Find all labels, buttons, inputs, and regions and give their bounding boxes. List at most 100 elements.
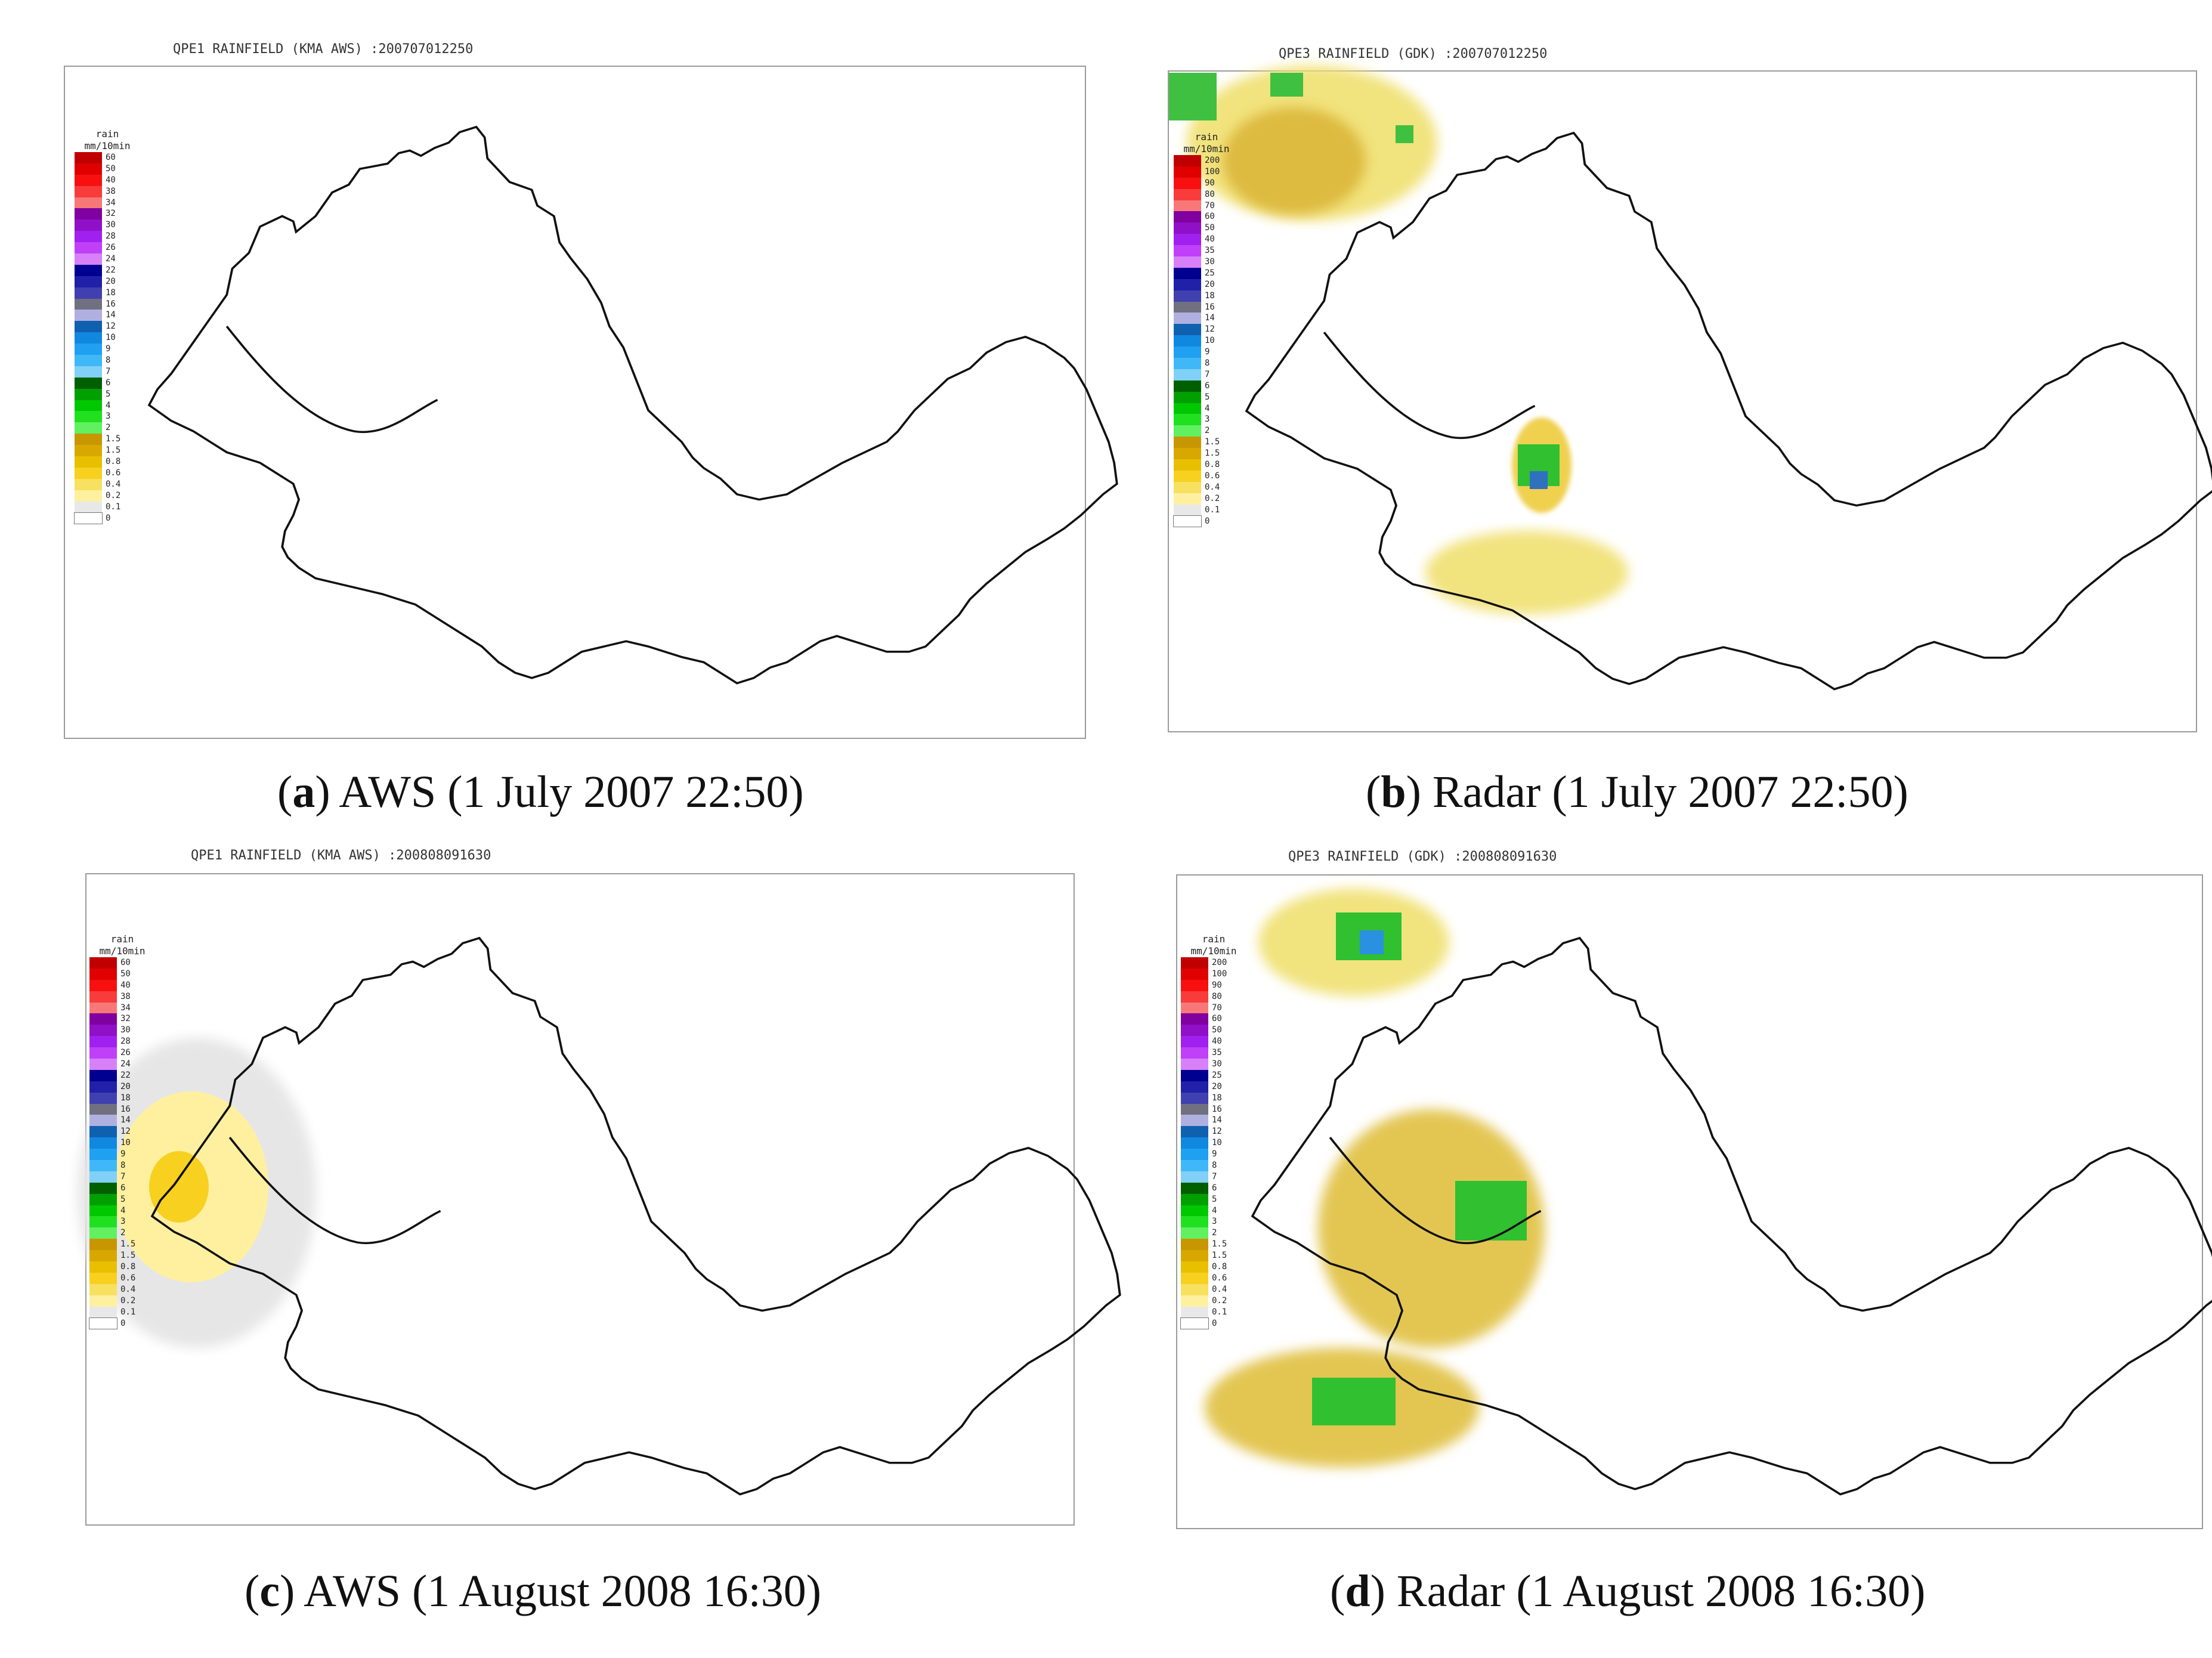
legend-label: 50 [120,969,131,979]
legend-label: 0.2 [120,1295,136,1306]
legend-label: 5 [120,1194,126,1204]
legend-row: 80 [1181,991,1246,1003]
panel-b-boundary [1245,131,2212,691]
legend-row: 6 [89,1182,155,1194]
legend-label: 80 [1205,189,1215,199]
legend-row: 8 [1174,358,1239,369]
legend-rows: 200 100 90 80 70 60 50 40 35 30 25 20 18 16 14 12 10 9 8 7 6… [1180,957,1246,1330]
legend-swatch [89,1295,117,1307]
legend-row: 4 [1181,1205,1246,1217]
legend-row: 9 [75,344,140,355]
legend-swatch [1174,347,1201,358]
legend-swatch [89,1306,117,1318]
legend-row: 7 [75,366,140,378]
legend-row: 40 [89,979,155,991]
legend-swatch [1181,991,1208,1003]
legend-swatch [1181,1069,1208,1081]
legend-row: 1.5 [1174,448,1239,460]
legend-label: 12 [1212,1127,1222,1137]
legend-label: 38 [106,186,116,196]
legend-swatch [89,1115,117,1127]
legend-title-line2: mm/10min [1190,945,1237,957]
legend-swatch [1180,1317,1209,1330]
legend-swatch [1181,1126,1208,1138]
legend-row: 14 [75,310,140,321]
legend-row: 12 [1181,1126,1246,1138]
legend-row: 14 [1181,1115,1246,1127]
legend-swatch [1181,1306,1208,1318]
legend-swatch [1181,957,1208,969]
legend-swatch [75,185,102,197]
legend-row: 0.4 [1174,481,1239,493]
legend-label: 0.6 [120,1273,136,1283]
legend-label: 24 [106,254,116,264]
panel-a-header: QPE1 RAINFIELD (KMA AWS) :200707012250 [173,42,474,57]
legend-label: 2 [1205,426,1210,436]
panel-d-header: QPE3 RAINFIELD (GDK) :200808091630 [1288,849,1557,864]
legend-swatch [1174,380,1201,392]
legend-label: 1.5 [1212,1251,1227,1261]
legend-row: 9 [89,1149,155,1161]
legend-swatch [75,310,102,321]
legend-row: 18 [89,1092,155,1104]
legend-label: 70 [1212,1003,1222,1013]
legend-label: 16 [1205,302,1215,312]
legend-label: 22 [120,1070,131,1080]
legend-label: 50 [106,163,116,174]
legend-swatch [75,445,102,457]
legend-label: 0.2 [106,490,121,500]
legend-row: 4 [75,400,140,412]
legend-label: 100 [1205,166,1220,177]
legend-label: 6 [1212,1183,1217,1193]
legend-swatch [75,456,102,468]
legend-title-line2: mm/10min [99,945,146,957]
legend-label: 10 [1212,1138,1222,1148]
legend-row: 50 [1174,222,1239,234]
legend-label: 200 [1212,958,1227,967]
legend-swatch [1174,166,1201,178]
legend-row: 0.2 [75,490,140,502]
legend-label: 16 [120,1104,131,1114]
legend-label: 4 [1212,1205,1217,1215]
panel-c-header: QPE1 RAINFIELD (KMA AWS) :200808091630 [191,848,491,863]
legend-row: 16 [1174,301,1239,313]
legend-swatch [89,1081,117,1093]
legend-swatch [75,344,102,355]
panel-d-legend: rain mm/10min 200 100 90 80 70 60 50 40 35 30 25 20… [1180,933,1246,1330]
legend-swatch [75,242,102,254]
legend-swatch [1174,188,1201,200]
legend-title-line2: mm/10min [84,140,131,151]
legend-label: 14 [106,310,116,320]
legend-label: 0.4 [120,1284,136,1294]
legend-row: 32 [75,208,140,220]
legend-swatch [75,163,102,175]
legend-label: 40 [120,980,131,990]
legend-swatch [1174,448,1201,460]
legend-row: 1.5 [75,434,140,446]
legend-label: 16 [106,299,116,309]
legend-row: 30 [1174,256,1239,268]
legend-swatch [89,1013,117,1025]
legend-label: 0.6 [1205,471,1220,481]
legend-label: 5 [1205,392,1210,402]
legend-label: 1.5 [106,434,121,444]
legend-label: 28 [106,231,116,242]
legend-swatch [1174,425,1201,437]
legend-row: 22 [89,1069,155,1081]
legend-swatch [75,253,102,265]
legend-swatch [1174,301,1201,313]
legend-label: 9 [1212,1149,1217,1159]
legend-row: 12 [75,321,140,333]
legend-label: 2 [120,1228,126,1238]
legend-row: 40 [1181,1036,1246,1048]
legend-row: 6 [1181,1182,1246,1194]
legend-swatch [1181,1013,1208,1025]
legend-swatch [89,1092,117,1104]
legend-label: 18 [1205,290,1215,301]
legend-label: 16 [1212,1104,1222,1114]
legend-row: 10 [89,1137,155,1149]
legend-swatch [89,1025,117,1037]
legend-row: 30 [89,1025,155,1037]
legend-row: 5 [89,1193,155,1205]
